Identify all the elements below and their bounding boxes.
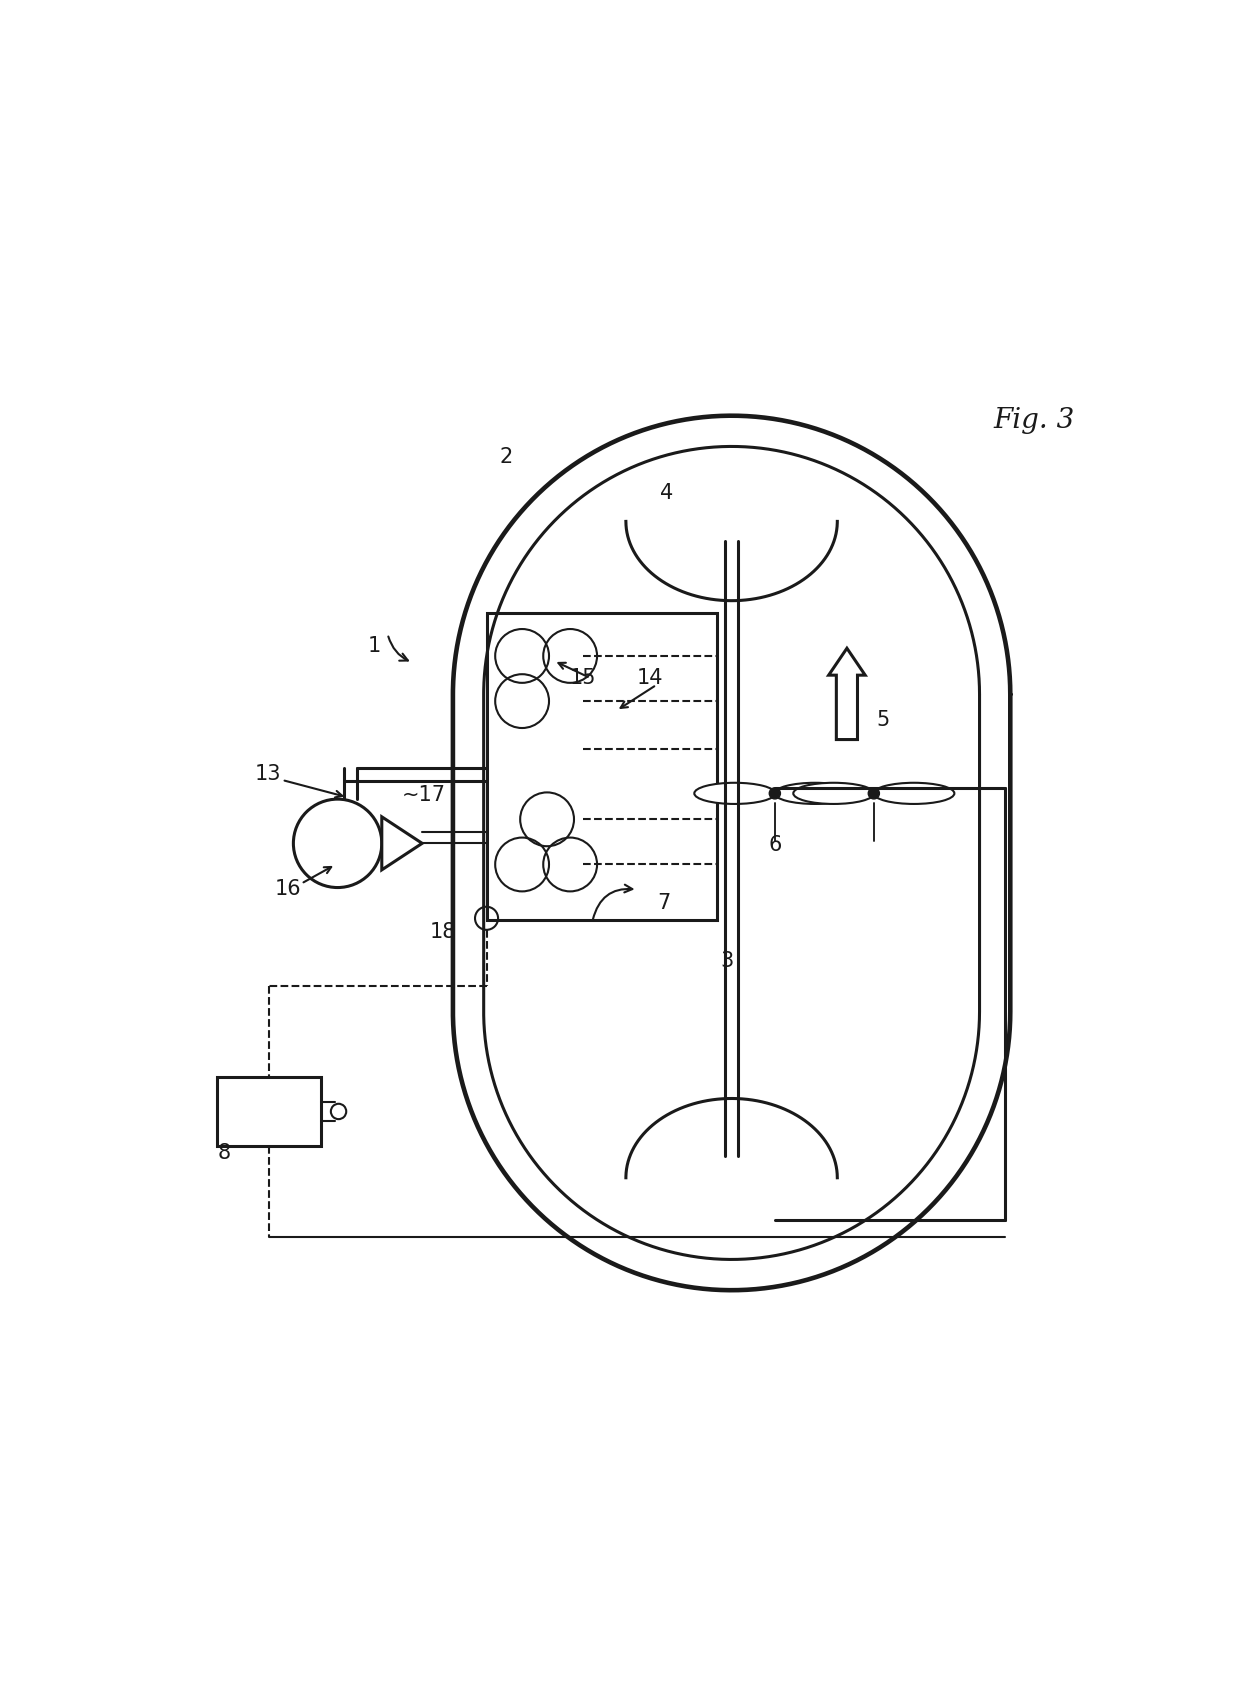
- Text: 18: 18: [430, 922, 456, 942]
- Bar: [217, 1078, 321, 1147]
- Text: 2: 2: [500, 448, 512, 468]
- Bar: [486, 613, 717, 921]
- Text: 3: 3: [720, 951, 733, 971]
- Text: 5: 5: [877, 711, 890, 730]
- Circle shape: [769, 787, 780, 799]
- Text: 16: 16: [274, 880, 301, 900]
- Text: Fig. 3: Fig. 3: [993, 407, 1075, 434]
- Ellipse shape: [775, 782, 856, 804]
- Ellipse shape: [694, 782, 775, 804]
- FancyArrow shape: [828, 649, 866, 740]
- Text: 7: 7: [657, 893, 671, 914]
- Circle shape: [868, 787, 879, 799]
- Text: 15: 15: [569, 669, 596, 687]
- Text: ~17: ~17: [402, 785, 446, 806]
- Text: 13: 13: [255, 763, 281, 784]
- Text: 1: 1: [367, 637, 381, 657]
- Text: 6: 6: [768, 836, 781, 855]
- Text: 8: 8: [218, 1143, 231, 1162]
- Ellipse shape: [873, 782, 955, 804]
- Text: 14: 14: [636, 669, 663, 687]
- Polygon shape: [382, 817, 422, 870]
- Text: 4: 4: [660, 483, 673, 503]
- Ellipse shape: [794, 782, 874, 804]
